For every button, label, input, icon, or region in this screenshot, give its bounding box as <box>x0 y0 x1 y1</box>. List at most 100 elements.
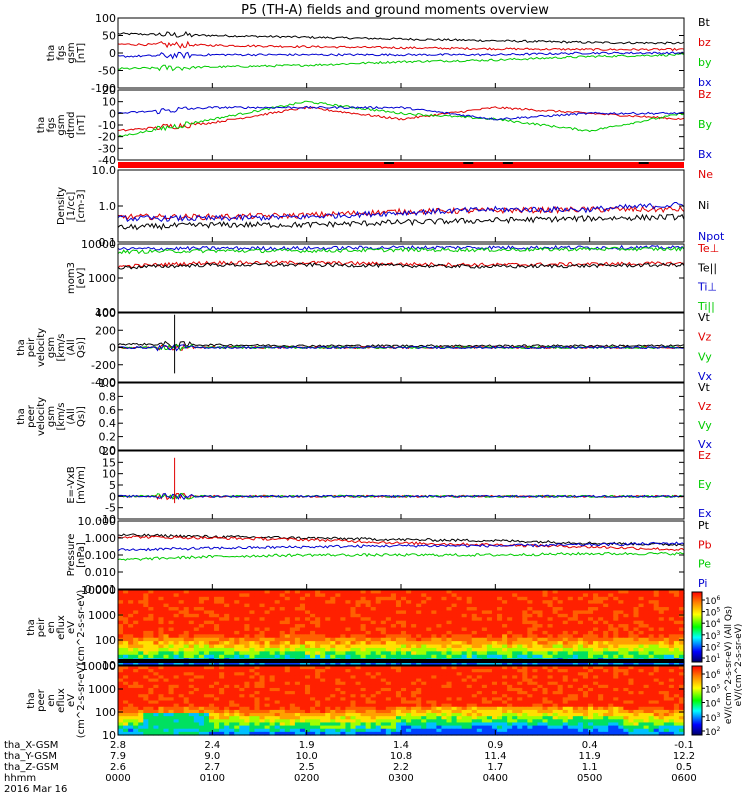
spectrogram-cell <box>370 675 377 680</box>
spectrogram-cell <box>658 624 665 629</box>
spectrogram-cell <box>557 630 564 635</box>
spectrogram-cell <box>451 697 458 702</box>
spectrogram-cell <box>234 637 240 642</box>
spectrogram-cell <box>613 669 619 673</box>
spectrogram-cell <box>395 644 402 649</box>
spectrogram-cell <box>148 654 154 659</box>
spectrogram-cell <box>183 613 190 618</box>
spectrogram-cell <box>542 624 549 629</box>
spectrogram-cell <box>416 687 422 692</box>
spectrogram-cell <box>355 630 362 635</box>
spectrogram-cell <box>153 681 160 686</box>
spectrogram-cell <box>380 697 387 702</box>
spectrogram-cell <box>466 630 473 635</box>
spectrogram-cell <box>330 641 336 646</box>
spectrogram-cell <box>365 610 372 615</box>
spectrogram-cell <box>628 607 635 612</box>
spectrogram-cell <box>491 590 498 595</box>
y-axis-label-line: [1/cc] <box>66 192 77 221</box>
spectrogram-cell <box>153 697 160 702</box>
spectrogram-cell <box>436 620 443 625</box>
spectrogram-cell <box>375 681 382 686</box>
spectrogram-cell <box>249 596 256 601</box>
spectrogram-cell <box>153 691 160 695</box>
spectrogram-cell <box>582 624 589 629</box>
spectrogram-cell <box>335 624 341 629</box>
spectrogram-cell <box>416 675 422 680</box>
spectrogram-cell <box>431 669 437 673</box>
spectrogram-cell <box>188 613 195 618</box>
spectrogram-cell <box>522 634 528 639</box>
spectrogram-cell <box>421 624 427 629</box>
y-tick-label: -400 <box>91 376 116 389</box>
spectrogram-cell <box>587 694 594 698</box>
spectrogram-cell <box>537 675 544 680</box>
spectrogram-cell <box>254 651 261 656</box>
spectrogram-cell <box>335 703 341 708</box>
spectrogram-cell <box>582 641 589 646</box>
spectrogram-cell <box>517 697 523 702</box>
spectrogram-cell <box>628 672 635 677</box>
spectrogram-cell <box>259 641 266 646</box>
y-tick-label: -20 <box>98 131 116 144</box>
spectrogram-cell <box>537 700 544 705</box>
spectrogram-cell <box>203 630 210 635</box>
spectrogram-cell <box>623 666 630 670</box>
spectrogram-cell <box>284 596 291 601</box>
spectrogram-cell <box>471 620 478 625</box>
spectrogram-cell <box>532 722 539 727</box>
spectrogram-cell <box>370 725 377 730</box>
spectrogram-cell <box>542 681 549 686</box>
spectrogram-cell <box>491 669 498 673</box>
spectrogram-cell <box>304 624 311 629</box>
spectrogram-cell <box>532 637 539 642</box>
spectrogram-cell <box>461 596 468 601</box>
spectrogram-cell <box>577 644 584 649</box>
spectrogram-cell <box>259 603 266 608</box>
spectrogram-cell <box>208 624 215 629</box>
spectrogram-cell <box>259 647 266 652</box>
spectrogram-cell <box>557 722 564 727</box>
spectrogram-cell <box>208 716 215 720</box>
spectrogram-cell <box>203 644 210 649</box>
spectrogram-cell <box>507 666 513 670</box>
spectrogram-cell <box>198 700 205 705</box>
spectrogram-cell <box>385 687 392 692</box>
spectrogram-cell <box>567 630 574 635</box>
spectrogram-cell <box>133 644 139 649</box>
spectrogram-cell <box>173 672 180 677</box>
spectrogram-cell <box>163 647 170 652</box>
spectrogram-cell <box>678 630 685 635</box>
spectrogram-cell <box>512 644 518 649</box>
spectrogram-cell <box>284 654 291 659</box>
spectrogram-cell <box>375 637 382 642</box>
spectrogram-cell <box>244 716 250 720</box>
spectrogram-cell <box>128 672 134 677</box>
spectrogram-cell <box>648 620 655 625</box>
spectrogram-cell <box>512 675 518 680</box>
spectrogram-cell <box>264 709 271 714</box>
spectrogram-cell <box>421 647 427 652</box>
spectrogram-cell <box>274 666 281 670</box>
spectrogram-cell <box>512 624 518 629</box>
spectrogram-cell <box>224 661 230 666</box>
spectrogram-cell <box>208 694 215 698</box>
spectrogram-cell <box>355 716 362 720</box>
spectrogram-cell <box>148 722 154 727</box>
spectrogram-cell <box>623 675 630 680</box>
spectrogram-cell <box>234 644 240 649</box>
spectrogram-cell <box>552 722 559 727</box>
spectrogram-cell <box>123 647 129 652</box>
spectrogram-cell <box>527 634 533 639</box>
spectrogram-cell <box>274 647 281 652</box>
spectrogram-cell <box>173 675 180 680</box>
spectrogram-cell <box>279 630 286 635</box>
spectrogram-cell <box>557 641 564 646</box>
spectrogram-cell <box>623 703 630 708</box>
spectrogram-cell <box>562 697 569 702</box>
spectrogram-cell <box>239 703 245 708</box>
spectrogram-cell <box>315 596 321 601</box>
spectrogram-cell <box>476 620 483 625</box>
spectrogram-cell <box>375 610 382 615</box>
spectrogram-cell <box>633 697 640 702</box>
